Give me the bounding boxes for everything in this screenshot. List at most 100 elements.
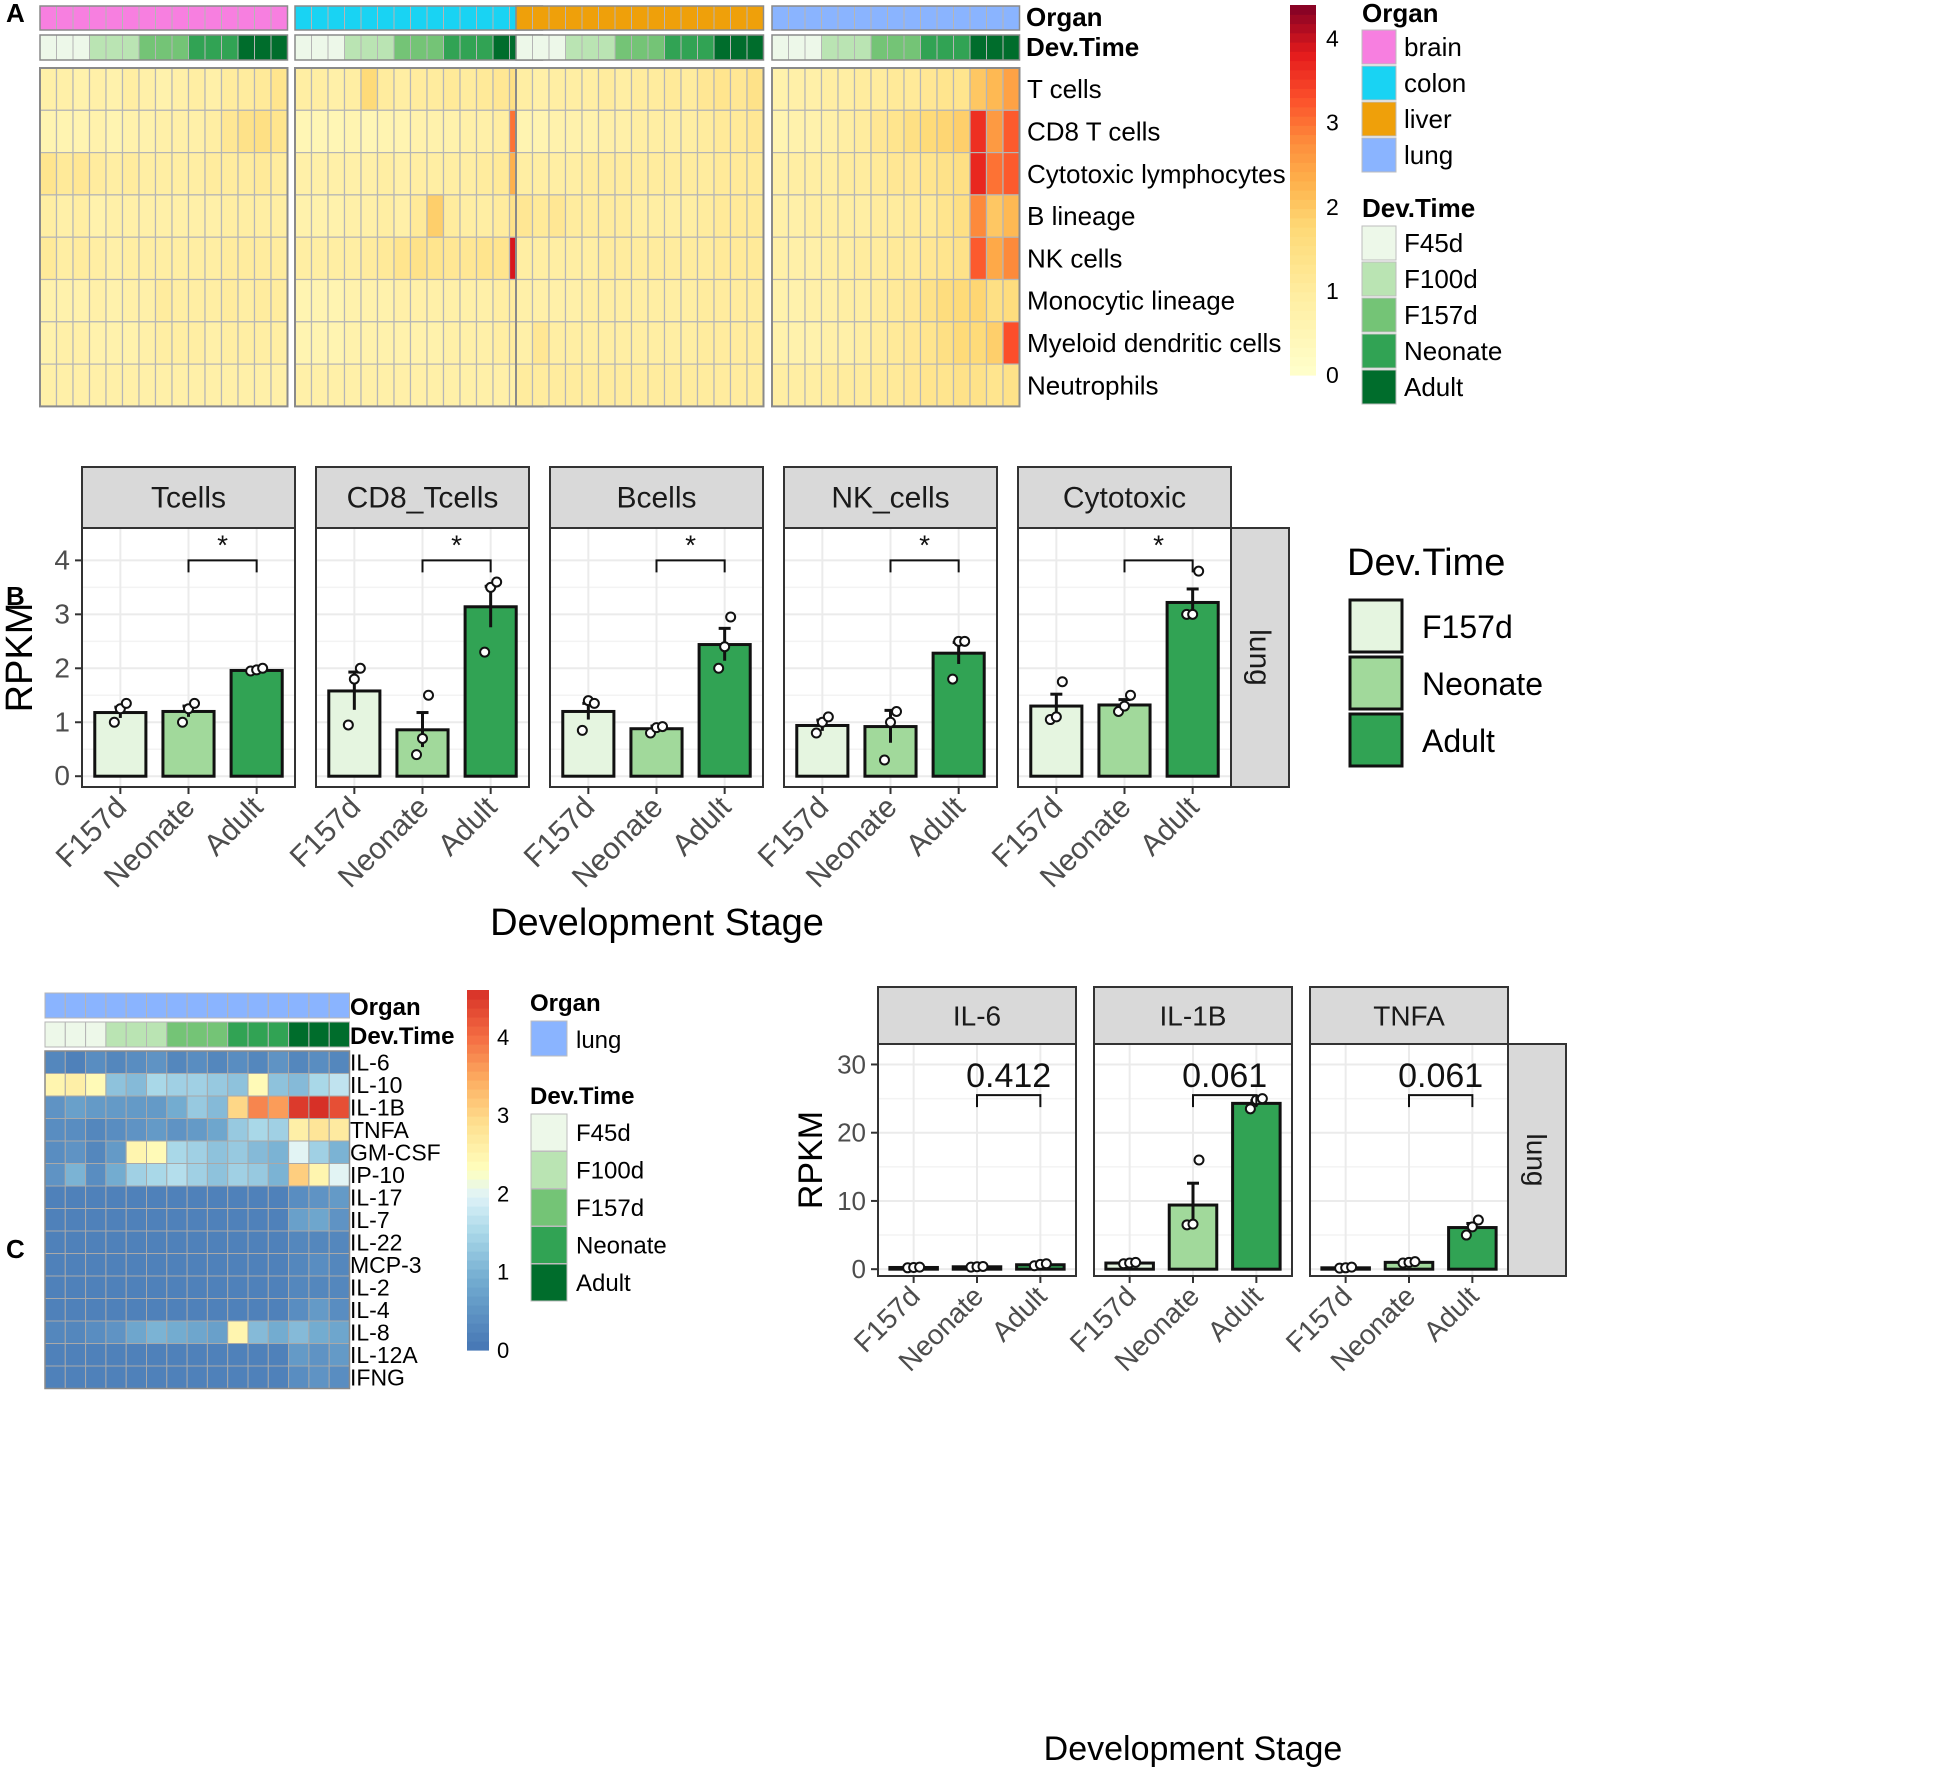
heatmap-cell	[187, 194, 206, 238]
heatmap-cell	[442, 109, 461, 154]
heatmap-cell	[729, 236, 748, 281]
heatmap-cell	[187, 363, 206, 408]
devtime-annotation-cell	[166, 1021, 188, 1048]
heatmap-cell	[105, 1253, 127, 1277]
organ-annotation-cell	[122, 5, 140, 31]
heatmap-cell	[442, 278, 461, 323]
heatmap-cell	[220, 278, 239, 323]
heatmap-cell	[253, 67, 272, 111]
devtime-annotation-cell	[410, 34, 428, 61]
heatmap-cell	[310, 236, 329, 281]
heatmap-cell	[270, 236, 289, 281]
devtime-annotation-cell	[837, 34, 855, 61]
heatmap-cell	[919, 321, 938, 365]
heatmap-row-label: IL-22	[350, 1229, 402, 1255]
colorbar-segment	[467, 1242, 489, 1252]
data-point	[1056, 676, 1068, 688]
colorbar-segment	[1290, 14, 1316, 25]
heatmap-cell	[294, 194, 313, 238]
heatmap-cell	[105, 1208, 127, 1232]
heatmap-cell	[166, 1230, 188, 1254]
devtime-annotation-cell	[936, 34, 954, 61]
heatmap-cell	[1002, 321, 1021, 365]
heatmap-cell	[166, 1163, 188, 1187]
panel-letter-a: A	[6, 0, 25, 28]
heatmap-cell	[294, 321, 313, 365]
data-point	[719, 641, 731, 653]
heatmap-cell	[680, 278, 699, 323]
heatmap-cell	[746, 321, 765, 365]
heatmap-cell	[475, 109, 494, 154]
organ-annotation-cell	[410, 5, 428, 31]
heatmap-cell	[294, 278, 313, 323]
heatmap-cell	[936, 321, 955, 365]
organ-annotation-cell	[598, 5, 616, 31]
heatmap-cell	[820, 109, 839, 154]
heatmap-cell	[459, 321, 478, 365]
heatmap-cell	[343, 321, 362, 365]
heatmap-block-border	[771, 67, 1021, 408]
heatmap-cell	[220, 236, 239, 281]
heatmap-cell	[548, 321, 567, 365]
heatmap-cell	[952, 67, 971, 111]
heatmap-cell	[237, 67, 256, 111]
heatmap-cell	[146, 1163, 168, 1187]
heatmap-cell	[328, 1185, 351, 1209]
heatmap-cell	[581, 321, 600, 365]
y-tick-label: 0	[852, 1254, 866, 1284]
organ-annotation-label: Organ	[1026, 2, 1103, 32]
devtime-annotation-label: Dev.Time	[1026, 32, 1139, 62]
heatmap-cell	[837, 236, 856, 281]
colorbar-segment	[467, 1251, 489, 1261]
legend-label-c-neonate: Neonate	[576, 1233, 667, 1260]
heatmap-cell	[227, 1185, 249, 1209]
devtime-annotation-cell	[247, 1021, 269, 1048]
data-point	[1193, 1154, 1205, 1166]
heatmap-cell	[267, 1118, 290, 1142]
organ-annotation-cell	[227, 992, 249, 1019]
heatmap-cell	[206, 1140, 229, 1164]
heatmap-cell	[459, 236, 478, 281]
heatmap-cell	[936, 67, 955, 111]
heatmap-cell	[515, 278, 534, 323]
heatmap-cell	[247, 1050, 269, 1074]
heatmap-cell	[969, 194, 988, 238]
heatmap-cell	[125, 1185, 147, 1209]
heatmap-cell	[288, 1073, 310, 1097]
heatmap-cell	[853, 363, 872, 408]
heatmap-cell	[713, 67, 732, 111]
heatmap-cell	[630, 152, 649, 196]
heatmap-cell	[820, 363, 839, 408]
heatmap-cell	[88, 109, 107, 154]
colorbar-segment	[1290, 264, 1316, 274]
heatmap-cell	[186, 1185, 208, 1209]
devtime-annotation-cell	[598, 34, 616, 61]
legend-label-neonate: Neonate	[1404, 336, 1502, 366]
heatmap-cell	[308, 1320, 330, 1344]
heatmap-cell	[247, 1095, 269, 1119]
heatmap-cell	[121, 67, 140, 111]
heatmap-cell	[288, 1095, 310, 1119]
devtime-annotation-cell	[360, 34, 378, 61]
bar-tcells-neonate	[161, 709, 216, 778]
heatmap-cell	[294, 67, 313, 111]
heatmap-cell	[288, 1320, 310, 1344]
heatmap-cell	[220, 194, 239, 238]
heatmap-cell	[459, 152, 478, 196]
heatmap-cell	[647, 67, 666, 111]
colorbar-tick-label: 4	[497, 1025, 509, 1050]
heatmap-cell	[771, 278, 790, 323]
heatmap-cell	[247, 1118, 269, 1142]
heatmap-cell	[171, 67, 190, 111]
heatmap-cell	[105, 1073, 127, 1097]
devtime-annotation-cell	[631, 34, 649, 61]
devtime-annotation-cell	[393, 34, 411, 61]
heatmap-cell	[105, 1163, 127, 1187]
heatmap-cell	[952, 321, 971, 365]
heatmap-cell	[166, 1208, 188, 1232]
colorbar-segment	[467, 1278, 489, 1288]
heatmap-cell	[713, 194, 732, 238]
heatmap-cell	[820, 278, 839, 323]
heatmap-cell	[597, 109, 616, 154]
heatmap-cell	[154, 67, 173, 111]
